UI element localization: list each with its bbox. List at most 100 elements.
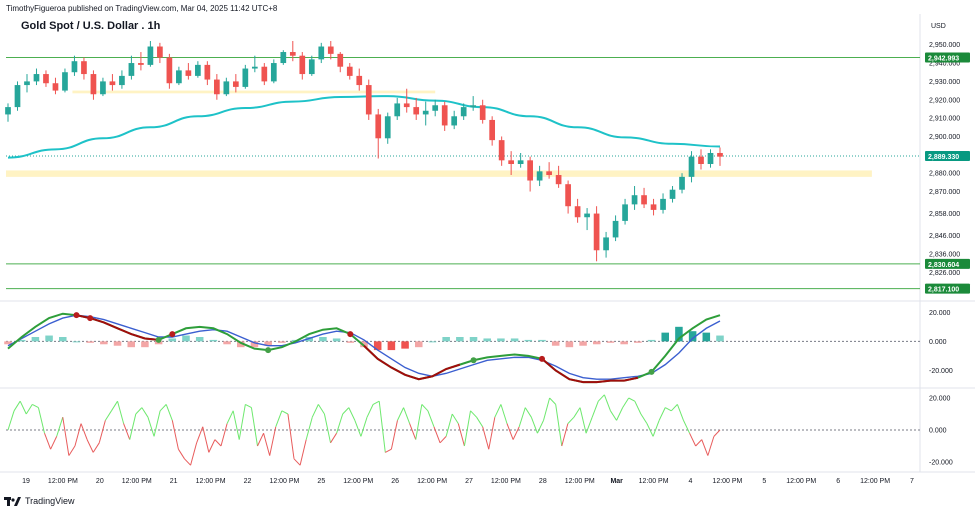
candle-body <box>403 103 410 108</box>
macd-histogram-bar <box>510 338 519 342</box>
osc-segment <box>68 445 76 456</box>
macd-fast-bear-segment <box>363 345 461 381</box>
macd-histogram-bar <box>634 341 642 343</box>
osc-segment <box>342 407 350 415</box>
macd-signal-dot <box>155 336 162 343</box>
candle-body <box>479 105 486 120</box>
macd-histogram-bar <box>538 339 546 342</box>
macd-signal-dot <box>73 312 80 319</box>
grid-layer <box>0 14 975 473</box>
time-axis: 19 12:00 PM 20 12:00 PM 21 12:00 PM 22 12:00 PM… <box>22 478 914 485</box>
macd-histogram-bar <box>332 338 341 342</box>
macd-histogram-bar <box>620 341 628 345</box>
osc-segment <box>366 404 374 418</box>
time-tick-label: 21 <box>170 478 178 485</box>
time-tick-label: 12:00 PM <box>786 478 816 485</box>
price-label-text: 2,942.993 <box>928 56 959 63</box>
osc-segment <box>622 397 630 408</box>
moving-average-line <box>7 95 721 159</box>
osc-segment <box>98 420 106 443</box>
osc-segment <box>232 410 240 440</box>
candle-body <box>717 152 723 157</box>
candle-body <box>631 195 638 205</box>
candle-body <box>432 105 439 111</box>
osc-segment <box>354 420 362 437</box>
osc-segment <box>603 394 611 411</box>
osc-tick-label: -20.000 <box>929 460 953 467</box>
horizontal-levels <box>6 57 920 290</box>
osc-segment <box>427 410 435 427</box>
candle-body <box>546 171 552 176</box>
price-label-box <box>925 258 970 269</box>
macd-histogram-bar <box>72 341 81 343</box>
macd-histogram-bar <box>319 337 327 342</box>
macd-histogram-bar <box>442 337 450 342</box>
candle-body <box>565 184 571 207</box>
osc-segment <box>451 413 459 424</box>
price-tick-label: 2,900.000 <box>929 134 960 141</box>
macd-histogram-bar <box>428 341 437 343</box>
osc-segment <box>385 448 392 453</box>
candle-body <box>24 81 30 86</box>
price-tick-label: 2,836.000 <box>929 251 960 258</box>
osc-segment <box>153 410 161 437</box>
footer-brand-label: TradingView <box>25 496 75 506</box>
price-tick-label: 2,920.000 <box>929 97 960 104</box>
osc-segment <box>196 426 204 443</box>
candle-body <box>612 220 619 238</box>
price-label-box <box>925 151 970 162</box>
candle-body <box>308 59 315 75</box>
osc-segment <box>299 439 307 466</box>
osc-segment <box>317 404 325 415</box>
osc-segment <box>293 458 301 466</box>
osc-segment <box>676 404 684 421</box>
footer-brand[interactable]: TradingView <box>4 496 75 506</box>
candle-body <box>470 105 477 108</box>
macd-histogram-bar <box>4 341 12 345</box>
candle-body <box>214 79 220 95</box>
osc-segment <box>165 404 173 421</box>
osc-segment <box>616 407 624 421</box>
candle-body <box>517 160 524 164</box>
osc-segment <box>470 410 477 418</box>
osc-segment <box>32 403 39 409</box>
osc-segment <box>62 417 70 456</box>
candle-body <box>365 85 372 115</box>
osc-segment <box>689 432 697 447</box>
candle-body <box>299 55 306 75</box>
macd-histogram-bar <box>113 341 122 346</box>
macd-histogram-bar <box>373 341 382 351</box>
time-tick-label: 12:00 PM <box>269 478 299 485</box>
macd-histogram-bar <box>606 341 615 343</box>
macd-histogram-bar <box>223 341 231 345</box>
osc-segment <box>220 423 228 447</box>
candle-body <box>688 156 695 177</box>
time-tick-label: 7 <box>910 478 914 485</box>
osc-segment <box>512 426 520 440</box>
osc-segment <box>573 407 581 418</box>
osc-segment <box>506 423 514 440</box>
support-zones <box>6 90 872 177</box>
osc-segment <box>536 420 544 434</box>
osc-segment <box>360 417 368 437</box>
osc-segment <box>579 407 587 434</box>
osc-segment <box>336 413 344 434</box>
macd-histogram-bar <box>59 337 67 342</box>
osc-segment <box>463 410 471 447</box>
candle-body <box>707 152 714 164</box>
osc-segment <box>634 400 642 415</box>
candle-body <box>527 160 533 181</box>
candle-body <box>536 171 543 181</box>
candle-body <box>242 68 249 87</box>
chart-title[interactable]: Gold Spot / U.S. Dollar . 1h <box>21 20 161 32</box>
osc-segment <box>670 404 678 412</box>
osc-segment <box>701 439 709 456</box>
candle-body <box>138 63 144 65</box>
time-tick-label: 12:00 PM <box>48 478 78 485</box>
osc-segment <box>415 404 423 440</box>
osc-segment <box>567 416 575 424</box>
osc-segment <box>50 436 58 450</box>
osc-segment <box>177 448 185 460</box>
candle-body <box>223 81 230 95</box>
